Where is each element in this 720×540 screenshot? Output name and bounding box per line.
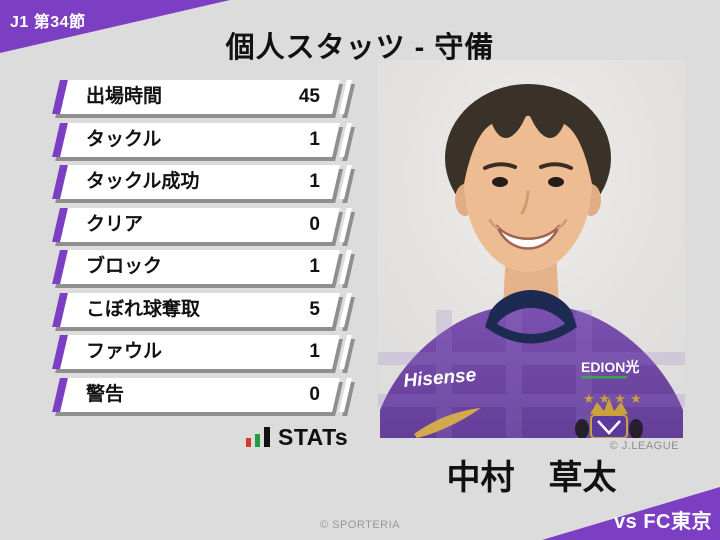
stats-logo-text: STATs bbox=[278, 424, 349, 450]
stat-row: ファウル 1 bbox=[52, 335, 340, 369]
page-title: 個人スタッツ - 守備 bbox=[225, 32, 495, 64]
stat-row: 警告 0 bbox=[52, 377, 340, 412]
stat-row: タックル成功 1 bbox=[52, 165, 340, 199]
jersey-stars: ★★★★ bbox=[583, 391, 646, 406]
matchday-label: J1 第34節 bbox=[10, 14, 86, 31]
stat-row: クリア 0 bbox=[52, 207, 340, 242]
stat-label: タックル bbox=[86, 128, 162, 150]
stats-logo: STATs bbox=[246, 424, 349, 450]
player-photo: Hisense EDION光 ★★★★ bbox=[378, 60, 685, 438]
stats-bar-icon-green bbox=[255, 434, 260, 447]
stat-row: タックル 1 bbox=[52, 122, 340, 157]
stat-value: 5 bbox=[309, 298, 320, 320]
stat-label: ファウル bbox=[86, 341, 163, 362]
footer-credit: © SPORTERIA bbox=[319, 519, 401, 531]
stat-label: タックル成功 bbox=[86, 171, 200, 192]
stats-bar-icon-black bbox=[264, 427, 270, 447]
player-portrait-illustration: Hisense EDION光 ★★★★ bbox=[378, 60, 685, 438]
stat-value: 0 bbox=[309, 383, 320, 405]
stat-value: 1 bbox=[309, 128, 320, 150]
photo-credit: © J.LEAGUE bbox=[609, 440, 679, 452]
stat-value: 1 bbox=[309, 256, 320, 277]
stat-label: クリア bbox=[86, 213, 144, 235]
stat-value: 1 bbox=[309, 341, 320, 362]
stat-value: 0 bbox=[309, 213, 320, 235]
stat-row: こぼれ球奪取 5 bbox=[52, 292, 340, 327]
stat-label: 出場時間 bbox=[86, 86, 163, 107]
opponent-label: vs FC東京 bbox=[614, 511, 712, 533]
stat-label: ブロック bbox=[86, 256, 163, 277]
club-crest-icon bbox=[575, 398, 643, 438]
stats-bar-icon-red bbox=[246, 438, 251, 447]
stats-list: 出場時間 45 タックル 1 タックル成功 1 クリア 0 ブロック 1 こぼれ… bbox=[52, 80, 340, 420]
stat-label: こぼれ球奪取 bbox=[86, 298, 201, 320]
stat-row: ブロック 1 bbox=[52, 250, 340, 284]
jersey-sponsor-edion: EDION光 bbox=[581, 359, 639, 375]
swoosh-icon bbox=[414, 408, 481, 438]
stat-value: 45 bbox=[298, 86, 320, 107]
stat-label: 警告 bbox=[86, 383, 125, 405]
stat-value: 1 bbox=[309, 171, 320, 192]
player-name: 中村 草太 bbox=[446, 459, 617, 497]
stat-row: 出場時間 45 bbox=[52, 80, 340, 114]
